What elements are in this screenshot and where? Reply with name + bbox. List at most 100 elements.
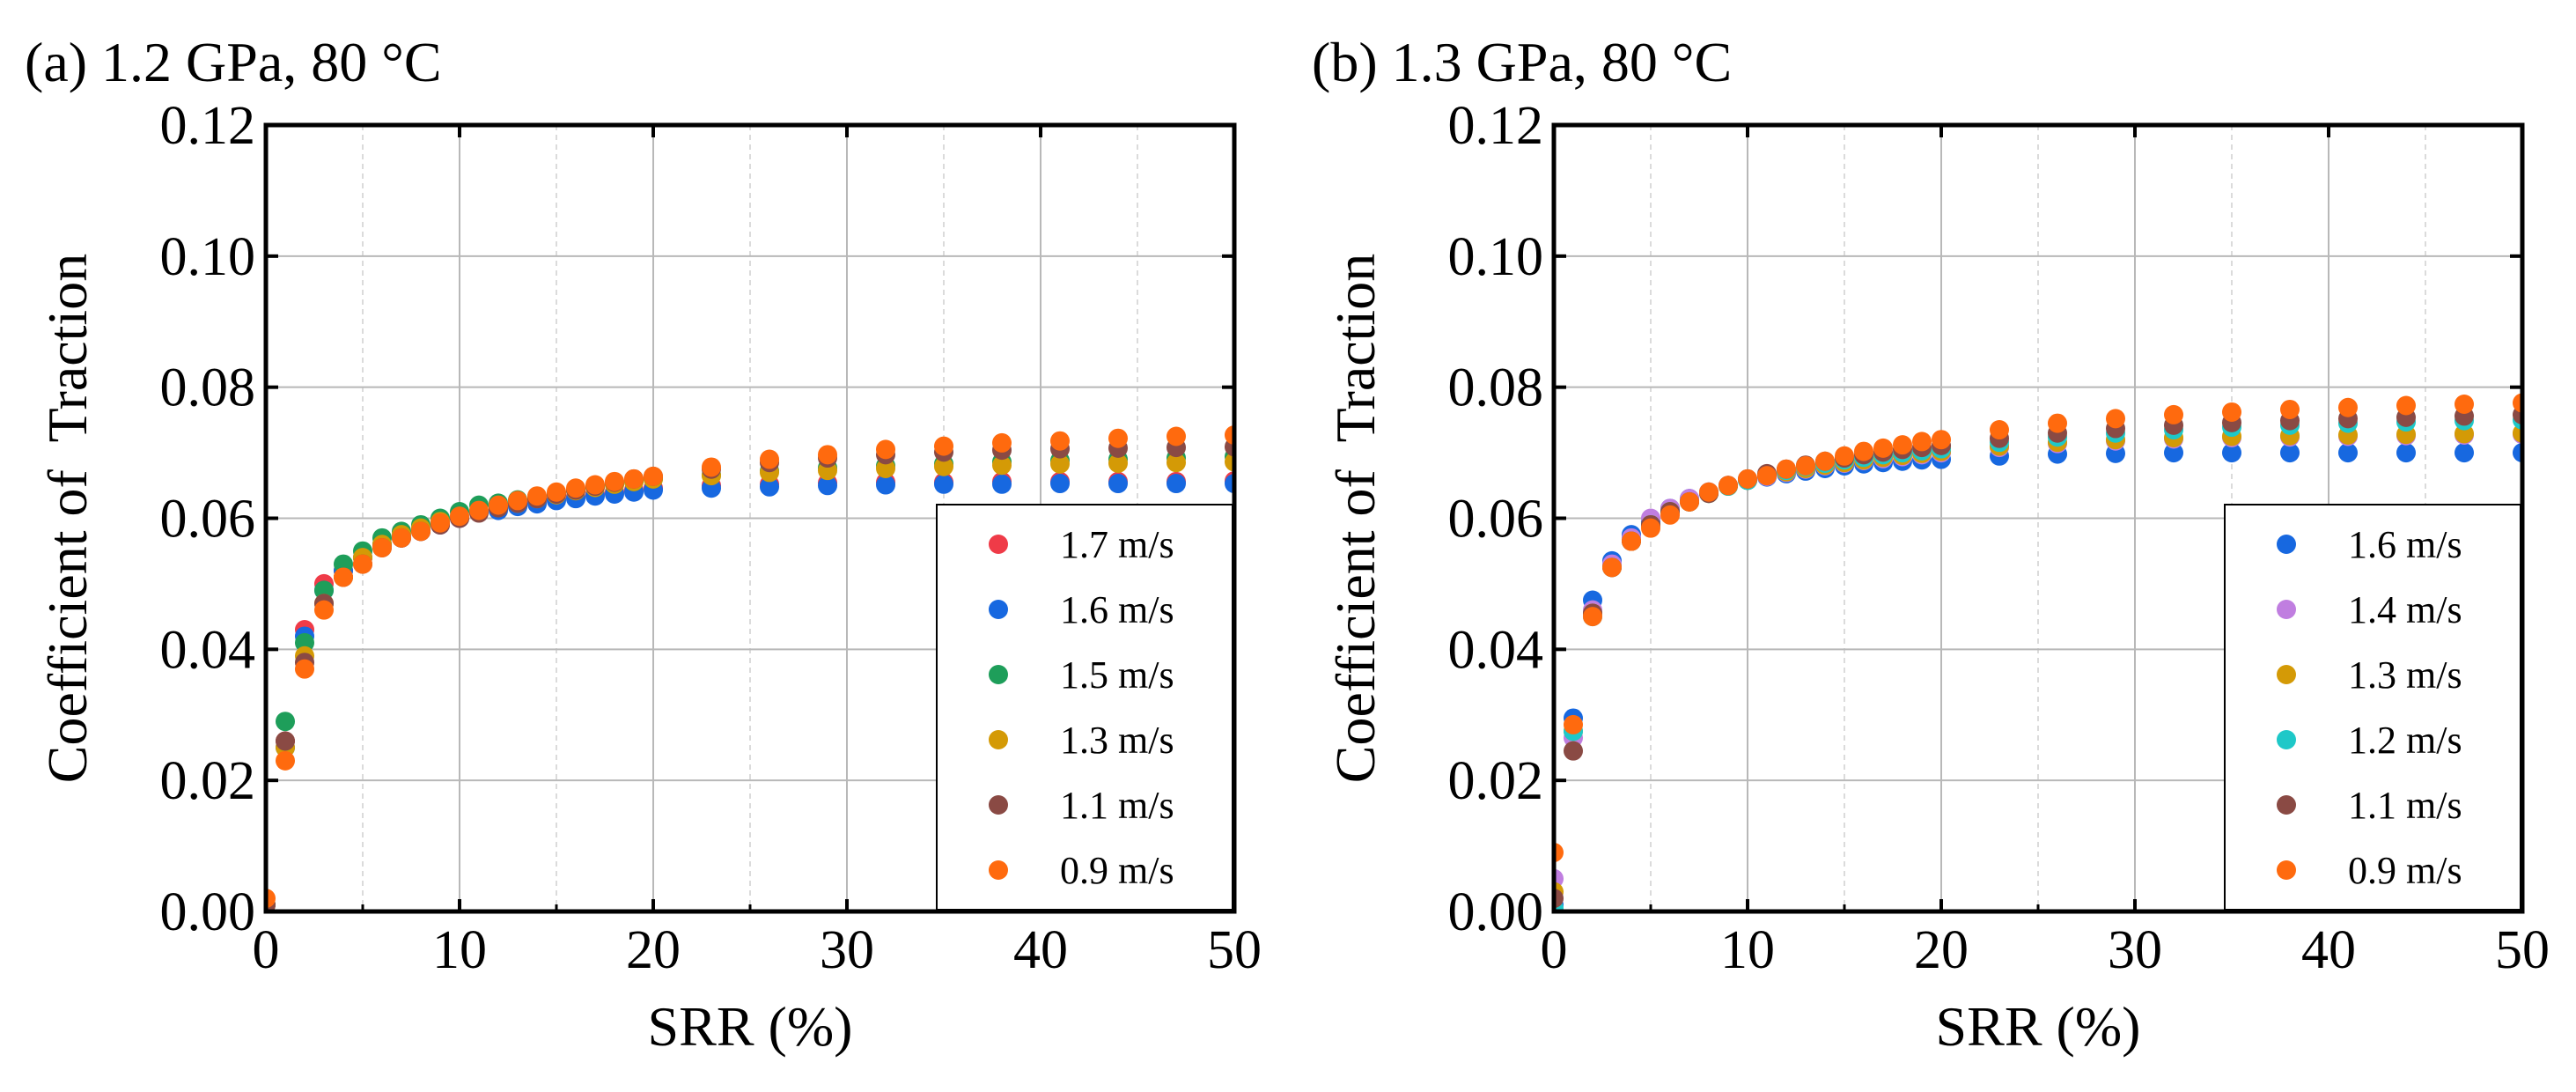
- data-point: [334, 567, 353, 587]
- y-axis-label: Coefficient of Traction: [1324, 254, 1387, 783]
- data-point: [1554, 843, 1564, 863]
- y-tick-label: 0.08: [160, 358, 256, 418]
- data-point: [314, 600, 334, 620]
- x-tick-label: 10: [1720, 920, 1775, 980]
- data-point: [411, 521, 431, 542]
- x-axis-label: SRR (%): [1936, 995, 2141, 1058]
- data-point: [644, 466, 663, 486]
- legend-marker: [989, 665, 1008, 684]
- data-point: [760, 476, 779, 497]
- legend-label: 1.3 m/s: [2348, 653, 2462, 697]
- data-point: [1167, 474, 1186, 494]
- x-tick-label: 50: [1207, 920, 1262, 980]
- data-point: [2455, 443, 2474, 463]
- data-point: [934, 474, 953, 494]
- data-point: [2513, 393, 2522, 413]
- data-point: [2455, 395, 2474, 415]
- legend-marker: [989, 600, 1008, 619]
- data-point: [1873, 438, 1893, 458]
- data-point: [1660, 505, 1680, 525]
- data-point: [1108, 474, 1128, 494]
- data-point: [1108, 428, 1128, 448]
- data-point: [1893, 435, 1912, 455]
- legend-label: 1.6 m/s: [1060, 588, 1174, 631]
- legend: 1.6 m/s 1.4 m/s 1.3 m/s 1.2 m/s 1.1 m/s 0.9 m…: [2224, 504, 2521, 911]
- data-point: [450, 506, 469, 527]
- data-point: [1622, 531, 1641, 551]
- data-point: [266, 889, 276, 909]
- legend-label: 1.5 m/s: [1060, 653, 1174, 697]
- legend-marker: [989, 860, 1008, 880]
- series-0-9-m-s: [1554, 393, 2522, 863]
- y-tick-label: 0.06: [1448, 490, 1544, 550]
- legend-label: 1.1 m/s: [1060, 784, 1174, 827]
- y-tick-label: 0.10: [1448, 227, 1544, 287]
- y-tick-label: 0.12: [160, 96, 256, 156]
- legend-box: [936, 504, 1233, 911]
- data-point: [876, 458, 895, 478]
- data-point: [1680, 491, 1699, 512]
- data-point: [1167, 453, 1186, 473]
- data-point: [469, 500, 489, 520]
- data-point: [1050, 431, 1070, 451]
- y-tick-label: 0.02: [1448, 751, 1544, 811]
- data-point: [2338, 443, 2358, 463]
- x-tick-label: 0: [253, 920, 280, 980]
- panel-a: (a) 1.2 GPa, 80 °C 0 10 20 30 40 50 0.00 0.02 0.0…: [25, 31, 1262, 1058]
- plot-frame: [263, 122, 1237, 914]
- data-points: [1554, 393, 2522, 911]
- legend-label: 1.4 m/s: [2348, 588, 2462, 631]
- data-point: [2106, 409, 2125, 429]
- y-tick-label: 0.10: [160, 227, 256, 287]
- data-point: [2048, 413, 2067, 433]
- x-tick-label: 0: [1541, 920, 1568, 980]
- legend-label: 0.9 m/s: [1060, 849, 1174, 892]
- data-point: [1564, 714, 1583, 734]
- data-point: [1738, 469, 1757, 489]
- data-point: [1990, 420, 2009, 440]
- data-points: [266, 424, 1234, 911]
- data-point: [508, 491, 527, 511]
- data-point: [527, 486, 547, 506]
- data-point: [276, 750, 295, 771]
- data-point: [1050, 454, 1070, 474]
- data-point: [2164, 443, 2183, 463]
- data-point: [353, 554, 372, 574]
- x-tick-label: 10: [432, 920, 487, 980]
- legend-marker: [989, 730, 1008, 749]
- data-point: [1719, 476, 1738, 496]
- data-point: [1641, 518, 1660, 538]
- data-point: [1225, 474, 1234, 494]
- data-point: [1050, 474, 1070, 494]
- legend-label: 0.9 m/s: [2348, 849, 2462, 892]
- data-point: [585, 475, 605, 495]
- data-point: [2396, 395, 2416, 416]
- y-tick-label: 0.04: [160, 620, 256, 680]
- data-point: [2396, 443, 2416, 463]
- data-point: [2338, 397, 2358, 417]
- x-tick-label: 30: [820, 920, 874, 980]
- y-tick-label: 0.00: [160, 882, 256, 942]
- x-tick-label: 40: [1013, 920, 1068, 980]
- y-tick-label: 0.04: [1448, 620, 1544, 680]
- legend-marker: [2277, 600, 2296, 619]
- data-point: [1602, 557, 1622, 578]
- data-point: [1912, 432, 1932, 452]
- data-point: [276, 712, 295, 732]
- data-point: [1225, 424, 1234, 445]
- data-point: [392, 528, 411, 548]
- data-point: [1815, 451, 1835, 471]
- data-point: [605, 471, 624, 491]
- data-point: [566, 478, 585, 498]
- plot-frame: [1551, 122, 2525, 914]
- data-point: [624, 469, 644, 489]
- data-point: [2280, 399, 2300, 419]
- data-point: [276, 731, 295, 751]
- legend-label: 1.3 m/s: [1060, 719, 1174, 762]
- data-point: [1796, 455, 1815, 476]
- data-point: [1777, 459, 1796, 479]
- legend-label: 1.7 m/s: [1060, 523, 1174, 566]
- y-tick-label: 0.08: [1448, 358, 1544, 418]
- legend-marker: [2277, 860, 2296, 880]
